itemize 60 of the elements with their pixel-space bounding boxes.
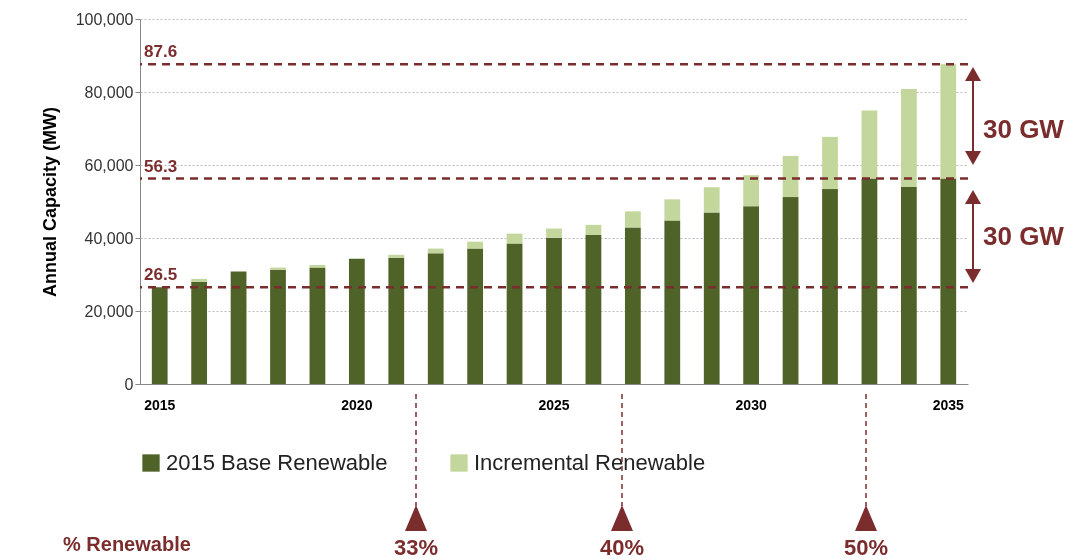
y-tick-label: 40,000 (84, 229, 134, 247)
bar (546, 237, 562, 384)
bar (270, 267, 286, 270)
y-tick-label: 20,000 (84, 302, 134, 320)
bar (940, 178, 957, 384)
bar (743, 175, 760, 207)
bar (506, 243, 523, 384)
text: 50% (844, 535, 889, 560)
bar (900, 186, 917, 384)
bar (624, 211, 641, 228)
bar (822, 189, 838, 384)
bar (388, 254, 405, 258)
bar (191, 281, 208, 384)
text: 40% (600, 535, 645, 560)
legend-label: 2015 Base Renewable (166, 450, 388, 475)
y-tick-label: 60,000 (84, 156, 134, 174)
bar (703, 212, 720, 384)
text: 33% (394, 535, 439, 560)
annotation: 87.6 (144, 42, 178, 62)
text: 30 GW (983, 114, 1064, 145)
bar (861, 110, 878, 179)
bar (585, 224, 602, 235)
bar (191, 278, 208, 282)
bar (703, 187, 720, 213)
y-tick-label: 0 (124, 375, 134, 393)
bar (309, 267, 326, 384)
bar (900, 89, 917, 187)
bar (664, 199, 681, 221)
y-axis-title: Annual Capacity (MW) (39, 106, 60, 298)
bar (309, 265, 326, 268)
bar (782, 197, 799, 384)
bar (782, 155, 799, 198)
annotation: 56.3 (144, 156, 178, 176)
bar (940, 64, 957, 179)
x-tick-label: 2035 (932, 396, 965, 413)
text: % Renewable (63, 533, 191, 556)
bar (664, 220, 681, 384)
bar (467, 241, 484, 249)
x-tick-label: 2015 (144, 396, 176, 413)
legend-label: Incremental Renewable (474, 450, 706, 475)
bar (743, 206, 760, 384)
bar (230, 271, 247, 384)
bar (151, 287, 168, 384)
bar (822, 136, 838, 190)
bar (388, 257, 405, 384)
bar (585, 234, 602, 384)
x-tick-label: 2025 (538, 396, 570, 413)
y-tick-label: 80,000 (84, 83, 134, 101)
annotation: 26.5 (144, 265, 178, 285)
x-tick-label: 2020 (341, 396, 373, 413)
y-tick-label: 100,000 (75, 10, 134, 28)
x-tick-label: 2030 (735, 396, 767, 413)
bar (467, 248, 484, 384)
bar (546, 228, 562, 238)
bar (270, 269, 286, 384)
bar (427, 253, 444, 384)
text: 30 GW (983, 221, 1064, 252)
bar (348, 258, 365, 384)
bar (861, 178, 878, 384)
bar (624, 227, 641, 384)
